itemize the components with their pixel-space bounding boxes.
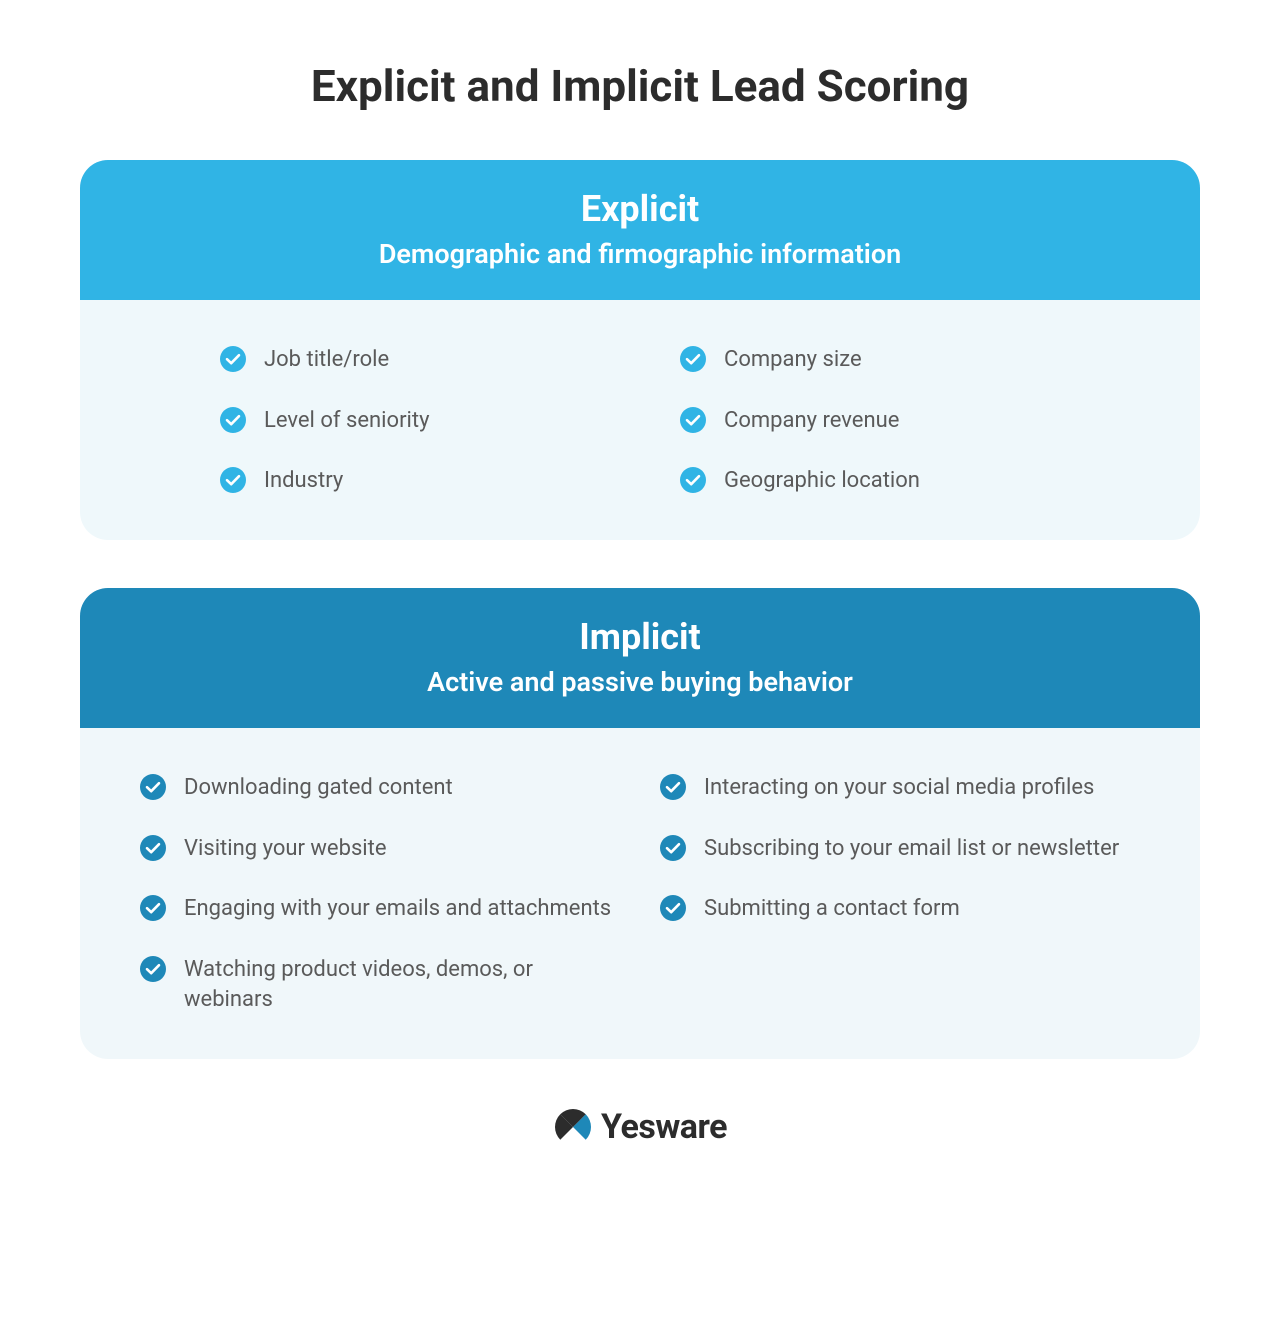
list-item: Industry [220,465,640,496]
list-item-label: Level of seniority [264,405,430,436]
list-item-label: Interacting on your social media profile… [704,772,1094,803]
list-item-label: Watching product videos, demos, or webin… [184,954,620,1014]
list-item: Engaging with your emails and attachment… [140,893,620,924]
list-item: Company size [680,344,1100,375]
list-item-label: Engaging with your emails and attachment… [184,893,611,924]
check-icon [680,467,706,493]
yesware-logo-icon [553,1107,593,1147]
check-icon [140,895,166,921]
list-item-label: Geographic location [724,465,920,496]
implicit-card: Implicit Active and passive buying behav… [80,588,1200,1058]
page-title: Explicit and Implicit Lead Scoring [311,60,969,112]
list-item: Watching product videos, demos, or webin… [140,954,620,1014]
check-icon [660,895,686,921]
list-item-label: Downloading gated content [184,772,453,803]
list-item-label: Company revenue [724,405,899,436]
explicit-title: Explicit [100,188,1180,230]
list-item-label: Submitting a contact form [704,893,960,924]
check-icon [680,407,706,433]
explicit-card: Explicit Demographic and firmographic in… [80,160,1200,540]
check-icon [140,835,166,861]
list-item: Visiting your website [140,833,620,864]
yesware-logo-text: Yesware [601,1107,727,1147]
check-icon [660,774,686,800]
list-item: Downloading gated content [140,772,620,803]
check-icon [220,467,246,493]
list-item-label: Job title/role [264,344,389,375]
implicit-title: Implicit [100,616,1180,658]
explicit-card-header: Explicit Demographic and firmographic in… [80,160,1200,300]
list-item: Interacting on your social media profile… [660,772,1140,803]
list-item: Submitting a contact form [660,893,1140,924]
check-icon [140,774,166,800]
explicit-items-grid: Job title/role Company size Level of senio… [220,344,1100,496]
implicit-card-body: Downloading gated content Interacting on … [80,728,1200,1058]
list-item: Geographic location [680,465,1100,496]
list-item-label: Visiting your website [184,833,387,864]
check-icon [660,835,686,861]
footer-logo: Yesware [553,1107,727,1147]
list-item: Company revenue [680,405,1100,436]
list-item [660,954,1140,1014]
explicit-subtitle: Demographic and firmographic information [100,238,1180,270]
list-item: Level of seniority [220,405,640,436]
list-item-label: Company size [724,344,862,375]
list-item: Subscribing to your email list or newsle… [660,833,1140,864]
list-item-label: Subscribing to your email list or newsle… [704,833,1119,864]
check-icon [220,346,246,372]
list-item-label: Industry [264,465,343,496]
implicit-items-grid: Downloading gated content Interacting on … [140,772,1140,1014]
check-icon [680,346,706,372]
check-icon [220,407,246,433]
implicit-card-header: Implicit Active and passive buying behav… [80,588,1200,728]
check-icon [140,956,166,982]
implicit-subtitle: Active and passive buying behavior [100,666,1180,698]
explicit-card-body: Job title/role Company size Level of senio… [80,300,1200,540]
list-item: Job title/role [220,344,640,375]
